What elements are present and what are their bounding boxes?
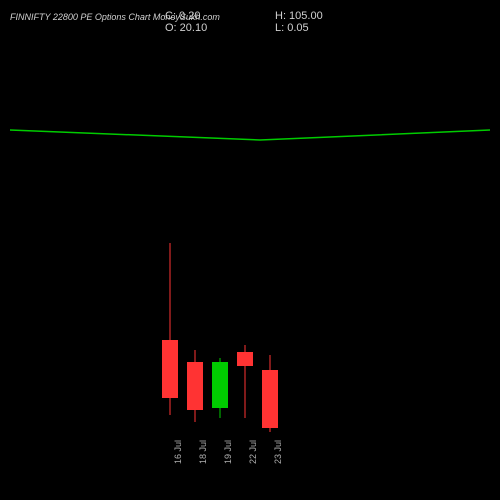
- x-axis-label: 22 Jul: [248, 440, 258, 480]
- candle-body: [262, 370, 278, 428]
- candle-body: [187, 362, 203, 410]
- price-chart: [0, 0, 500, 500]
- x-axis-label: 18 Jul: [198, 440, 208, 480]
- candle-body: [237, 352, 253, 366]
- x-axis-label: 23 Jul: [273, 440, 283, 480]
- x-axis-label: 19 Jul: [223, 440, 233, 480]
- candle-body: [212, 362, 228, 408]
- x-axis-label: 16 Jul: [173, 440, 183, 480]
- line-series: [10, 130, 490, 140]
- candle-body: [162, 340, 178, 398]
